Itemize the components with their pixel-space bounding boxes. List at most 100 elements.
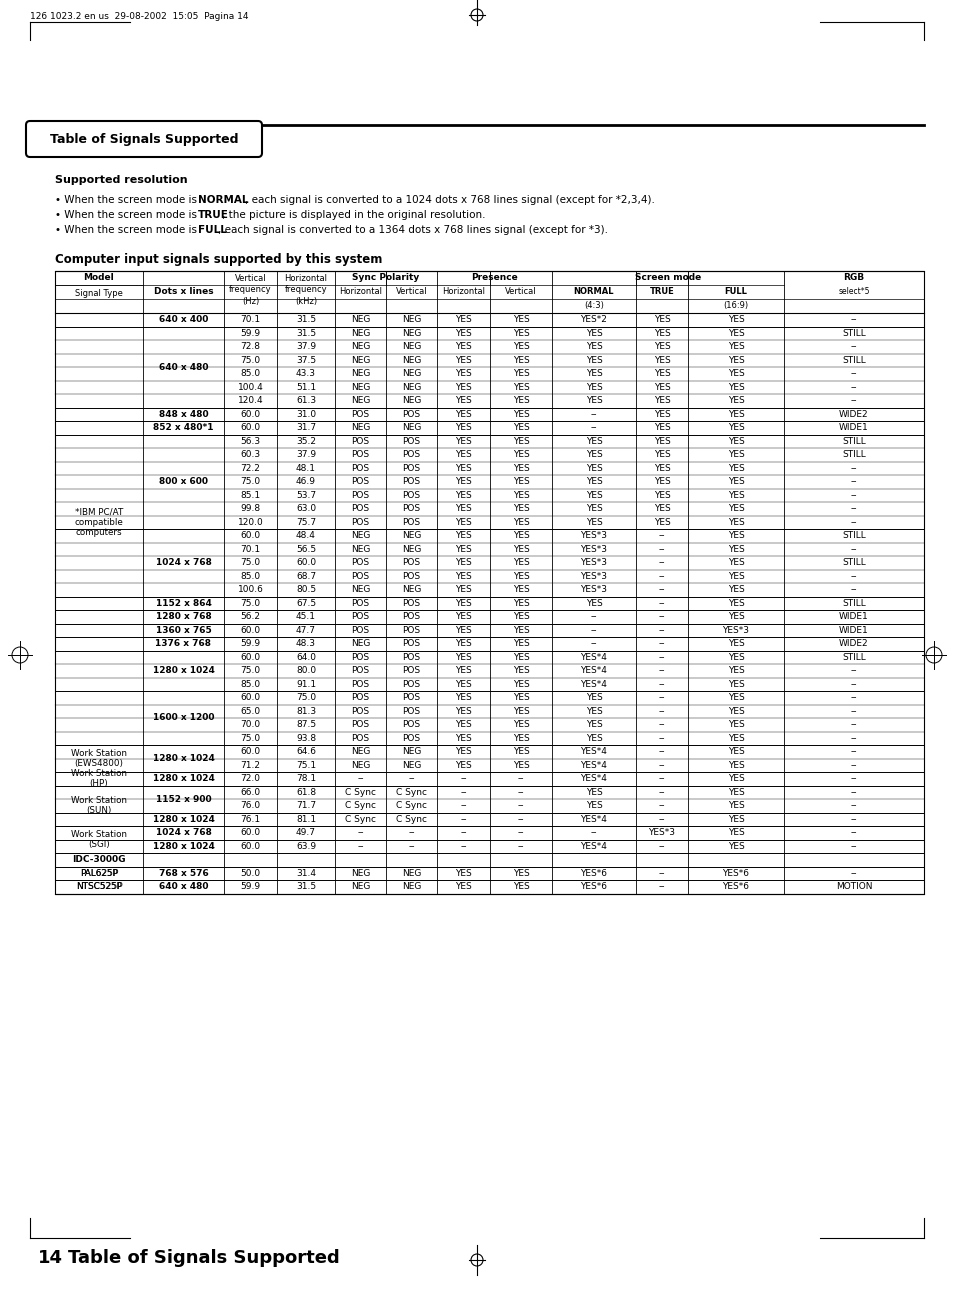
- Text: YES: YES: [727, 639, 743, 648]
- Text: --: --: [659, 599, 664, 608]
- Text: Vertical
frequency
(Hz): Vertical frequency (Hz): [229, 274, 272, 305]
- Text: YES: YES: [455, 721, 472, 730]
- Text: YES*4: YES*4: [580, 680, 607, 689]
- Text: POS: POS: [351, 451, 369, 460]
- Text: 60.0: 60.0: [240, 747, 260, 756]
- Text: --: --: [459, 787, 466, 796]
- Text: POS: POS: [402, 626, 420, 635]
- Text: --: --: [659, 761, 664, 770]
- Text: NEG: NEG: [401, 532, 420, 540]
- Text: YES*6: YES*6: [721, 882, 749, 891]
- Text: PAL625P: PAL625P: [80, 869, 117, 878]
- Text: YES: YES: [585, 734, 601, 743]
- Text: --: --: [850, 815, 857, 824]
- Text: NEG: NEG: [401, 356, 420, 364]
- Text: YES: YES: [727, 477, 743, 486]
- Text: 64.0: 64.0: [295, 652, 315, 662]
- Text: YES: YES: [727, 787, 743, 796]
- Text: YES: YES: [455, 747, 472, 756]
- Text: YES: YES: [455, 667, 472, 675]
- Text: YES: YES: [455, 517, 472, 527]
- Text: YES: YES: [512, 882, 529, 891]
- Text: STILL: STILL: [841, 356, 865, 364]
- Text: (16:9): (16:9): [722, 301, 748, 310]
- Text: NEG: NEG: [351, 639, 370, 648]
- Text: NEG: NEG: [351, 586, 370, 595]
- Text: --: --: [517, 815, 524, 824]
- Text: YES: YES: [727, 802, 743, 811]
- Text: --: --: [850, 342, 857, 351]
- Text: POS: POS: [402, 612, 420, 621]
- Text: 64.6: 64.6: [295, 747, 315, 756]
- Text: YES: YES: [585, 464, 601, 473]
- Text: YES: YES: [585, 383, 601, 392]
- Text: YES: YES: [727, 612, 743, 621]
- Text: C Sync: C Sync: [345, 802, 375, 811]
- Text: --: --: [659, 734, 664, 743]
- Text: YES: YES: [455, 882, 472, 891]
- Text: --: --: [659, 693, 664, 702]
- Text: POS: POS: [351, 436, 369, 445]
- Text: --: --: [459, 815, 466, 824]
- Text: YES: YES: [653, 436, 670, 445]
- Text: YES: YES: [727, 558, 743, 567]
- Text: --: --: [659, 882, 664, 891]
- Text: YES: YES: [455, 599, 472, 608]
- Text: YES: YES: [512, 491, 529, 499]
- Text: NEG: NEG: [351, 342, 370, 351]
- Text: --: --: [459, 842, 466, 850]
- Text: YES: YES: [727, 680, 743, 689]
- Text: 72.0: 72.0: [240, 774, 260, 783]
- Text: POS: POS: [351, 612, 369, 621]
- Text: NORMAL: NORMAL: [573, 287, 614, 296]
- Text: YES: YES: [727, 464, 743, 473]
- Text: , each signal is converted to a 1364 dots x 768 lines signal (except for *3).: , each signal is converted to a 1364 dot…: [218, 225, 607, 234]
- Text: C Sync: C Sync: [345, 815, 375, 824]
- Text: 48.1: 48.1: [295, 464, 315, 473]
- Text: YES: YES: [455, 342, 472, 351]
- Text: 71.7: 71.7: [295, 802, 315, 811]
- Text: NEG: NEG: [401, 369, 420, 379]
- Text: RGB: RGB: [842, 272, 863, 282]
- Text: FULL: FULL: [198, 225, 227, 234]
- Text: YES: YES: [727, 734, 743, 743]
- Text: YES: YES: [585, 451, 601, 460]
- Text: YES: YES: [585, 396, 601, 405]
- Text: --: --: [459, 828, 466, 837]
- Text: NEG: NEG: [401, 761, 420, 770]
- Text: --: --: [850, 316, 857, 325]
- Text: YES: YES: [455, 464, 472, 473]
- Text: YES: YES: [455, 586, 472, 595]
- Text: NEG: NEG: [401, 747, 420, 756]
- Text: YES: YES: [455, 626, 472, 635]
- Text: YES: YES: [512, 639, 529, 648]
- Text: POS: POS: [402, 504, 420, 514]
- Text: 80.0: 80.0: [295, 667, 315, 675]
- Text: YES: YES: [512, 532, 529, 540]
- Text: --: --: [659, 774, 664, 783]
- Text: 81.3: 81.3: [295, 707, 315, 715]
- Text: YES: YES: [512, 329, 529, 338]
- Text: C Sync: C Sync: [395, 802, 427, 811]
- Text: 43.3: 43.3: [295, 369, 315, 379]
- Text: YES: YES: [455, 693, 472, 702]
- Text: --: --: [659, 802, 664, 811]
- Text: YES: YES: [512, 396, 529, 405]
- Text: NEG: NEG: [351, 329, 370, 338]
- Text: YES: YES: [512, 356, 529, 364]
- Text: 37.9: 37.9: [295, 451, 315, 460]
- Text: YES: YES: [727, 316, 743, 325]
- Text: --: --: [459, 802, 466, 811]
- Text: YES: YES: [455, 707, 472, 715]
- Text: 75.0: 75.0: [240, 599, 260, 608]
- Text: 63.9: 63.9: [295, 842, 315, 850]
- Text: 85.1: 85.1: [240, 491, 260, 499]
- Text: YES: YES: [512, 545, 529, 554]
- Text: POS: POS: [402, 517, 420, 527]
- Text: POS: POS: [351, 558, 369, 567]
- Text: 80.5: 80.5: [295, 586, 315, 595]
- Text: 93.8: 93.8: [295, 734, 315, 743]
- Text: NEG: NEG: [351, 761, 370, 770]
- Text: --: --: [408, 842, 415, 850]
- Text: --: --: [517, 828, 524, 837]
